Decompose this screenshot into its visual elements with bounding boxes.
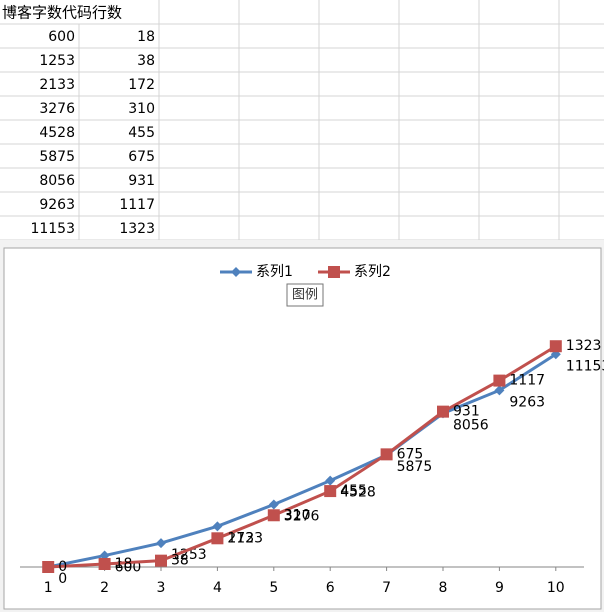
x-tick-label: 7 <box>382 580 391 596</box>
data-point <box>493 374 506 387</box>
data-point <box>98 557 111 570</box>
cell: 172 <box>128 77 155 93</box>
data-label: 310 <box>284 507 311 523</box>
data-point <box>156 538 166 549</box>
cell: 8056 <box>39 173 75 189</box>
data-label: 5875 <box>397 459 433 475</box>
cell: 675 <box>128 149 155 165</box>
cell: 1253 <box>39 53 75 69</box>
data-label: 4528 <box>340 485 376 501</box>
cell: 38 <box>137 53 155 69</box>
data-label: 8056 <box>453 417 489 433</box>
cell: 2133 <box>39 77 75 93</box>
cell: 9263 <box>39 197 75 213</box>
legend-label: 系列1 <box>256 264 293 280</box>
cell: 600 <box>48 29 75 45</box>
data-point <box>268 499 279 510</box>
x-tick-label: 9 <box>495 580 504 596</box>
x-tick-label: 1 <box>44 580 53 596</box>
x-tick-label: 3 <box>157 580 166 596</box>
data-label: 1117 <box>509 373 545 389</box>
data-label: 2133 <box>227 530 263 546</box>
data-label: 3276 <box>284 509 320 525</box>
data-label: 9263 <box>509 394 545 410</box>
cell-header: 博客字数代码行数 <box>2 4 122 22</box>
legend-marker <box>231 267 241 277</box>
data-label: 0 <box>58 571 67 587</box>
cell: 310 <box>128 101 155 117</box>
cell: 4528 <box>39 125 75 141</box>
cell: 455 <box>128 125 155 141</box>
data-point <box>494 385 505 396</box>
data-point <box>42 561 55 573</box>
legend-label: 系列2 <box>354 264 391 280</box>
cell: 3276 <box>39 101 75 117</box>
data-label: 38 <box>171 553 189 569</box>
data-label: 1253 <box>171 547 207 563</box>
data-point <box>211 532 224 545</box>
tooltip-box <box>286 283 324 307</box>
data-label: 931 <box>453 404 480 420</box>
cell: 1117 <box>119 197 155 213</box>
x-tick-label: 8 <box>439 580 448 596</box>
data-label: 11153 <box>566 358 604 374</box>
cell: 931 <box>128 173 155 189</box>
data-point <box>324 485 337 498</box>
x-tick-label: 10 <box>547 580 565 596</box>
chart: 1 2 3 4 5 6 7 8 9 1006001253213332764528587580569… <box>20 264 604 596</box>
data-label: 675 <box>397 446 424 462</box>
data-point <box>380 448 393 461</box>
data-label: 1323 <box>566 338 602 354</box>
data-point <box>155 554 167 567</box>
data-label: 172 <box>227 530 254 546</box>
legend-marker <box>328 266 340 278</box>
tooltip: 图例 <box>292 288 318 303</box>
x-tick-label: 6 <box>326 580 335 596</box>
cell: 11153 <box>30 221 75 237</box>
chart-frame[interactable] <box>3 247 602 610</box>
data-point <box>267 509 280 522</box>
cell: 1323 <box>119 221 155 237</box>
data-label: 18 <box>115 556 133 572</box>
data-point <box>325 475 336 486</box>
series-line <box>48 344 557 569</box>
cell: 5875 <box>39 149 75 165</box>
x-tick-label: 5 <box>269 580 278 596</box>
data-point <box>437 405 449 418</box>
series-line <box>47 353 557 569</box>
x-tick-label: 2 <box>100 580 109 596</box>
x-tick-label: 4 <box>213 580 222 596</box>
cell: 18 <box>137 29 155 45</box>
data-point <box>212 521 223 532</box>
data-label: 0 <box>58 559 67 575</box>
data-point <box>549 340 562 353</box>
data-label: 455 <box>340 483 367 499</box>
